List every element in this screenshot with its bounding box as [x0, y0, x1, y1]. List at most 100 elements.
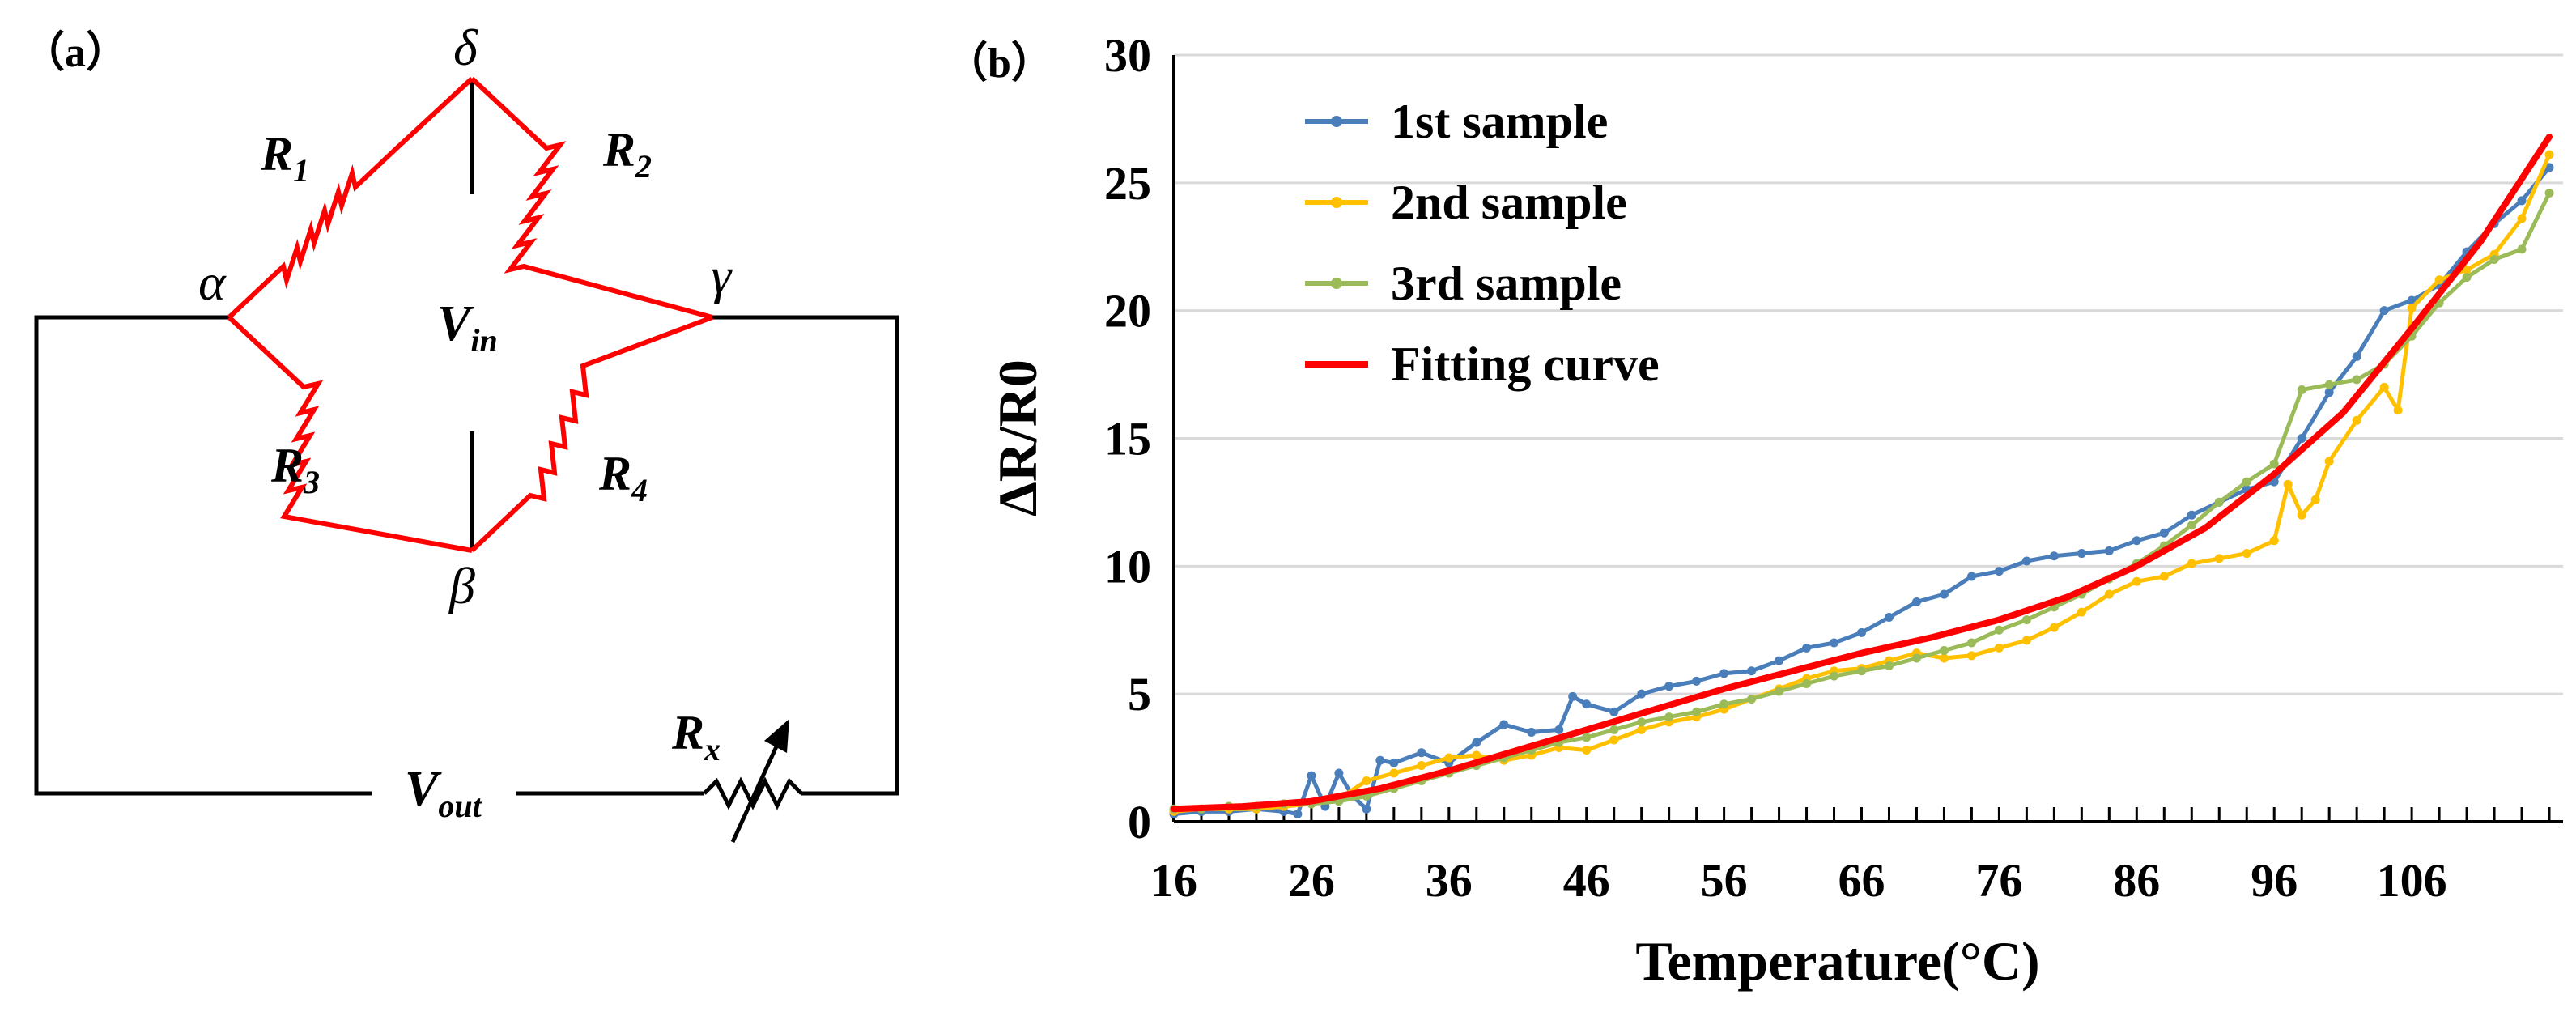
data-point — [2214, 554, 2224, 563]
data-point — [1362, 776, 1371, 785]
data-point — [1582, 733, 1592, 742]
data-point — [2544, 188, 2554, 198]
data-point — [1884, 612, 1894, 622]
legend-label-1: 1st sample — [1391, 95, 1608, 148]
data-point — [1692, 707, 1702, 716]
bridge — [227, 76, 714, 553]
data-point — [2407, 295, 2417, 305]
label-vin: Vin — [437, 296, 498, 359]
data-point — [1747, 694, 1757, 704]
x-minor-ticks — [1172, 807, 2551, 822]
series-3 — [1169, 188, 2554, 814]
data-point — [2021, 615, 2031, 625]
data-point — [2049, 623, 2059, 632]
data-point — [2077, 607, 2086, 617]
y-tick-label: 5 — [1128, 668, 1151, 721]
panel-a-label: （a） — [23, 29, 128, 76]
data-point — [1966, 572, 1976, 581]
data-point — [1499, 720, 1509, 729]
data-point — [1609, 725, 1619, 734]
label-r3: R3 — [270, 439, 320, 500]
resistor-r4 — [470, 315, 714, 553]
series-line-1 — [1171, 165, 2552, 816]
data-point — [1747, 666, 1757, 676]
y-tick-label: 20 — [1104, 285, 1151, 338]
data-point — [2517, 196, 2527, 206]
legend-label-3: 3rd sample — [1391, 257, 1622, 310]
data-point — [1884, 661, 1894, 670]
data-point — [1637, 717, 1647, 727]
grid-lines — [1174, 53, 2563, 695]
data-point — [1939, 589, 1949, 599]
data-point — [2352, 415, 2361, 425]
data-point — [1802, 679, 1812, 689]
data-point — [1939, 646, 1949, 656]
data-point — [1802, 643, 1812, 653]
series-line-3 — [1171, 191, 2552, 811]
data-point — [2393, 406, 2403, 415]
x-tick-label: 26 — [1288, 854, 1335, 907]
data-point — [2544, 150, 2554, 159]
data-point — [1994, 567, 2004, 576]
series-line-4 — [1171, 134, 2553, 813]
panel-b-label: （b） — [946, 40, 1053, 87]
data-point — [1637, 725, 1647, 734]
resistor-r2 — [470, 76, 713, 320]
legend-label-2: 2nd sample — [1391, 176, 1627, 229]
data-point — [2077, 549, 2086, 559]
x-tick-label: 56 — [1701, 854, 1748, 907]
x-tick-label: 96 — [2251, 854, 2298, 907]
data-point — [2283, 479, 2293, 489]
data-point — [1389, 768, 1399, 778]
series-1 — [1169, 163, 2554, 819]
label-r4: R4 — [598, 447, 648, 508]
data-point — [1719, 669, 1729, 678]
y-tick-labels: 0 5 10 15 20 25 30 — [1104, 29, 1151, 848]
data-point — [2297, 510, 2306, 520]
data-point — [2324, 388, 2334, 397]
series-line-2 — [1171, 152, 2552, 814]
data-point — [1444, 753, 1454, 763]
data-point — [1994, 643, 2004, 653]
data-point — [1582, 699, 1592, 709]
legend-marker-1 — [1331, 116, 1342, 127]
data-point — [1994, 625, 2004, 635]
series-2 — [1169, 150, 2554, 816]
data-point — [2187, 510, 2196, 520]
rx-arrow-shaft — [730, 743, 780, 844]
data-point — [2159, 572, 2169, 581]
data-point — [2489, 255, 2499, 265]
panel-b: （b） 0 5 10 15 20 25 30 16 26 36 46 56 66 76 86 96 106 T… — [946, 29, 2563, 992]
data-point — [2517, 244, 2527, 254]
data-point — [2379, 306, 2389, 316]
label-rx: Rx — [671, 706, 721, 767]
data-point — [1362, 804, 1371, 814]
legend-label-4: Fitting curve — [1391, 338, 1660, 391]
y-tick-label: 25 — [1104, 157, 1151, 210]
data-point — [2324, 457, 2334, 466]
data-point — [2269, 459, 2279, 469]
data-point — [1637, 689, 1647, 699]
data-point — [2462, 265, 2472, 274]
data-point — [2159, 528, 2169, 538]
data-point — [1472, 750, 1481, 760]
x-tick-label: 16 — [1150, 854, 1197, 907]
data-point — [1417, 761, 1426, 771]
data-point — [1664, 712, 1674, 722]
data-point — [1472, 738, 1481, 747]
x-tick-label: 106 — [2377, 854, 2447, 907]
panel-a: （a） α β γ δ R1 R2 R3 R4 Rx Vin Vout — [23, 19, 899, 844]
data-point — [1417, 748, 1426, 758]
x-tick-label: 76 — [1975, 854, 2022, 907]
label-r1: R1 — [260, 127, 309, 189]
data-point — [1966, 638, 1976, 648]
data-point — [1966, 651, 1976, 661]
data-point — [2434, 275, 2444, 285]
resistor-rx — [703, 776, 803, 810]
data-point — [1609, 707, 1619, 716]
data-point — [2132, 536, 2141, 546]
x-tick-label: 86 — [2113, 854, 2160, 907]
data-point — [2214, 497, 2224, 507]
data-point — [1568, 691, 1578, 701]
